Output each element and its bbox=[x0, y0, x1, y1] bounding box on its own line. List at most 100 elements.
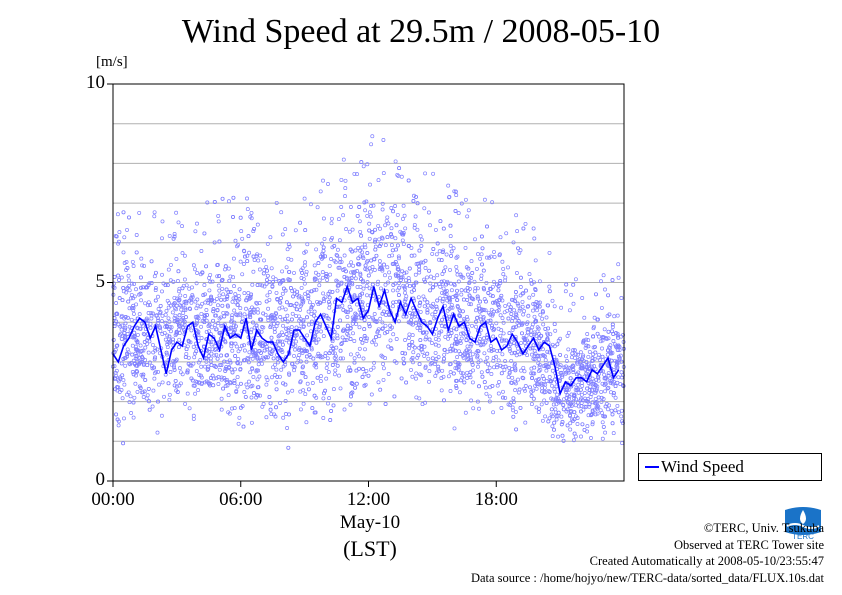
scatter-point bbox=[495, 348, 500, 353]
scatter-point bbox=[410, 333, 415, 338]
scatter-point bbox=[478, 358, 483, 363]
scatter-point bbox=[525, 353, 530, 358]
scatter-point bbox=[184, 347, 189, 352]
scatter-point bbox=[427, 337, 432, 342]
scatter-point bbox=[498, 313, 503, 318]
scatter-point bbox=[348, 307, 353, 312]
scatter-point bbox=[402, 299, 407, 304]
scatter-point bbox=[152, 371, 157, 376]
scatter-point bbox=[593, 396, 598, 401]
scatter-point bbox=[443, 290, 448, 294]
scatter-point bbox=[267, 290, 272, 295]
scatter-point bbox=[114, 311, 119, 316]
scatter-point bbox=[573, 403, 578, 408]
scatter-point bbox=[286, 326, 291, 331]
scatter-point bbox=[438, 296, 442, 301]
scatter-point bbox=[280, 291, 285, 296]
scatter-point bbox=[403, 290, 407, 295]
scatter-point bbox=[488, 293, 493, 298]
scatter-point bbox=[417, 267, 422, 272]
scatter-point bbox=[273, 373, 278, 377]
scatter-point bbox=[443, 265, 448, 270]
scatter-point bbox=[352, 360, 357, 365]
scatter-point bbox=[148, 325, 153, 330]
scatter-point bbox=[131, 372, 136, 377]
scatter-point bbox=[619, 414, 624, 419]
scatter-point bbox=[139, 372, 144, 377]
scatter-point bbox=[572, 410, 577, 415]
scatter-point bbox=[127, 288, 132, 293]
scatter-point bbox=[395, 288, 400, 293]
scatter-point bbox=[315, 375, 320, 380]
scatter-point bbox=[609, 358, 614, 363]
scatter-point bbox=[294, 301, 299, 306]
scatter-point bbox=[395, 212, 400, 217]
scatter-point bbox=[251, 269, 256, 274]
scatter-point bbox=[470, 323, 474, 328]
scatter-point bbox=[141, 331, 146, 336]
scatter-point bbox=[430, 285, 435, 290]
scatter-point bbox=[232, 406, 237, 411]
scatter-point bbox=[307, 353, 312, 357]
scatter-point bbox=[132, 333, 137, 338]
scatter-point bbox=[396, 267, 401, 272]
scatter-point bbox=[121, 357, 126, 361]
scatter-point bbox=[199, 382, 204, 386]
scatter-point bbox=[531, 226, 536, 231]
scatter-point bbox=[520, 304, 525, 309]
scatter-point bbox=[380, 201, 385, 206]
scatter-point bbox=[454, 294, 459, 298]
scatter-point bbox=[292, 270, 296, 275]
scatter-point bbox=[552, 389, 557, 394]
scatter-point bbox=[127, 278, 131, 283]
scatter-point bbox=[322, 236, 327, 241]
scatter-point bbox=[483, 385, 488, 390]
scatter-point bbox=[592, 356, 597, 361]
scatter-point bbox=[341, 213, 346, 218]
scatter-point bbox=[341, 328, 346, 333]
scatter-point bbox=[123, 315, 128, 319]
scatter-point bbox=[162, 394, 166, 399]
scatter-point bbox=[123, 336, 128, 341]
scatter-point bbox=[242, 358, 246, 363]
scatter-point bbox=[358, 293, 363, 298]
scatter-point bbox=[114, 319, 119, 324]
scatter-point bbox=[269, 412, 274, 417]
scatter-point bbox=[447, 306, 452, 311]
scatter-point bbox=[123, 321, 128, 326]
scatter-point bbox=[615, 313, 620, 318]
scatter-point bbox=[146, 386, 151, 391]
scatter-point bbox=[220, 303, 225, 308]
scatter-point bbox=[545, 364, 550, 369]
scatter-point bbox=[333, 360, 338, 365]
scatter-point bbox=[175, 390, 180, 394]
scatter-point bbox=[255, 283, 260, 287]
scatter-point bbox=[489, 348, 494, 353]
scatter-point bbox=[428, 223, 432, 228]
scatter-point bbox=[391, 209, 396, 214]
scatter-point bbox=[322, 391, 326, 396]
scatter-point bbox=[471, 297, 476, 302]
scatter-point bbox=[247, 379, 251, 384]
scatter-point bbox=[260, 283, 265, 288]
scatter-point bbox=[607, 403, 612, 408]
scatter-point bbox=[471, 368, 475, 373]
scatter-point bbox=[232, 378, 237, 383]
scatter-point bbox=[357, 354, 362, 359]
scatter-point bbox=[243, 254, 247, 259]
scatter-point bbox=[237, 287, 242, 292]
scatter-point bbox=[256, 368, 261, 373]
scatter-point bbox=[300, 266, 305, 271]
scatter-point bbox=[325, 361, 330, 366]
scatter-point bbox=[125, 392, 130, 397]
scatter-point bbox=[586, 338, 591, 343]
scatter-point bbox=[305, 315, 309, 320]
scatter-point bbox=[115, 343, 120, 348]
scatter-point bbox=[285, 390, 290, 395]
scatter-point bbox=[309, 289, 314, 294]
scatter-point bbox=[367, 324, 372, 329]
scatter-point bbox=[610, 322, 615, 327]
scatter-point bbox=[370, 315, 375, 320]
scatter-point bbox=[412, 222, 417, 227]
scatter-point bbox=[518, 275, 523, 280]
